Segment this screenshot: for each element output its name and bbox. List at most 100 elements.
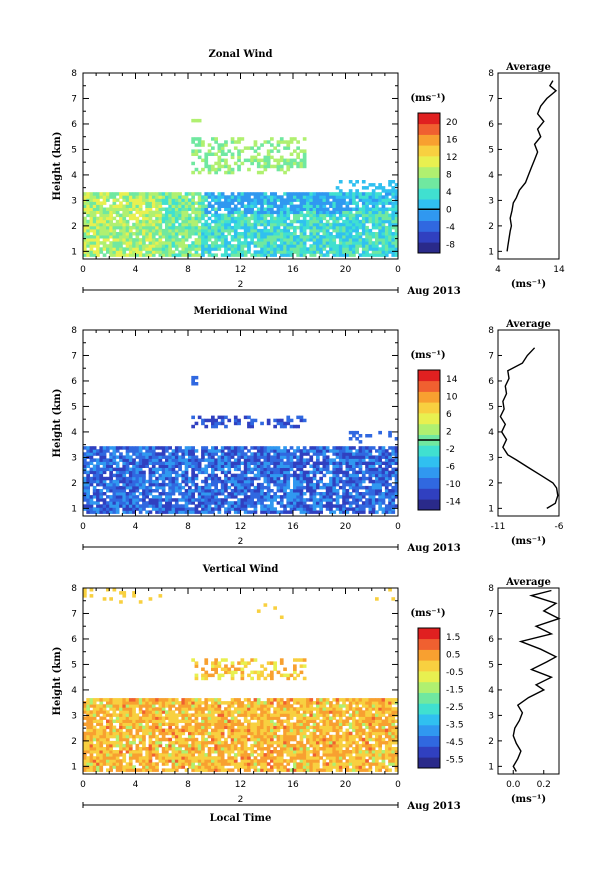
heatmap-cell: [197, 504, 202, 508]
heatmap-cell: [361, 476, 366, 481]
heatmap-cell: [233, 482, 238, 487]
heatmap-cell: [119, 485, 123, 490]
heatmap-cell: [201, 753, 205, 757]
heatmap-cell: [207, 734, 212, 739]
heatmap-cell: [227, 504, 232, 508]
heatmap-cell: [299, 201, 304, 205]
heatmap-cell: [92, 470, 97, 475]
heatmap-cell: [86, 704, 90, 708]
heatmap-cell: [391, 235, 396, 239]
heatmap-cell: [391, 192, 396, 196]
heatmap-cell: [86, 449, 90, 453]
heatmap-cell: [230, 250, 235, 254]
heatmap-cell: [148, 756, 153, 760]
heatmap-cell: [181, 455, 186, 459]
heatmap-cell: [348, 452, 353, 456]
heatmap-cell: [388, 455, 392, 459]
heatmap-cell: [158, 504, 163, 508]
heatmap-cell: [263, 253, 268, 257]
heatmap-cell: [135, 207, 140, 211]
heatmap-cell: [148, 485, 153, 490]
heatmap-cell: [375, 241, 379, 245]
heatmap-cell: [89, 704, 94, 708]
heatmap-cell: [106, 216, 110, 221]
heatmap-cell: [358, 498, 363, 502]
heatmap-cell: [230, 140, 235, 144]
heatmap-cell: [273, 446, 277, 450]
heatmap-cell: [302, 492, 307, 496]
heatmap-cell: [92, 253, 97, 257]
heatmap-cell: [256, 464, 261, 468]
heatmap-cell: [188, 498, 192, 502]
heatmap-cell: [178, 461, 182, 465]
heatmap-cell: [233, 461, 238, 465]
heatmap-cell: [260, 504, 264, 508]
heatmap-cell: [230, 492, 235, 496]
heatmap-cell: [289, 507, 294, 511]
heatmap-cell: [132, 768, 136, 772]
heatmap-cell: [96, 707, 100, 711]
heatmap-cell: [312, 461, 317, 465]
heatmap-cell: [161, 722, 166, 726]
heatmap-cell: [191, 222, 195, 227]
heatmap-cell: [122, 464, 127, 468]
heatmap-cell: [361, 192, 366, 196]
heatmap-cell: [273, 452, 277, 456]
heatmap-cell: [109, 207, 113, 211]
heatmap-cell: [174, 476, 179, 481]
heatmap-cell: [256, 228, 261, 233]
heatmap-cell: [83, 756, 87, 760]
heatmap-cell: [122, 719, 127, 723]
heatmap-cell: [201, 759, 205, 763]
heatmap-cell: [125, 716, 130, 720]
heatmap-cell: [335, 467, 340, 472]
heatmap-cell: [148, 198, 153, 202]
heatmap-cell: [142, 716, 146, 720]
heatmap-cell: [233, 232, 238, 236]
heatmap-cell: [148, 728, 153, 733]
heatmap-cell: [138, 698, 143, 702]
heatmap-cell: [211, 719, 215, 723]
heatmap-cell: [240, 241, 245, 245]
heatmap-cell: [86, 492, 90, 496]
heatmap-cell: [138, 740, 143, 745]
heatmap-cell: [112, 482, 117, 487]
heatmap-cell: [138, 470, 143, 475]
heatmap-cell: [194, 467, 199, 472]
heatmap-cell: [233, 216, 238, 221]
heatmap-cell: [279, 232, 284, 236]
heatmap-cell: [283, 219, 287, 224]
heatmap-cell: [171, 216, 176, 221]
heatmap-cell: [338, 479, 343, 484]
profile-y-tick-label: 6: [488, 377, 494, 387]
heatmap-cell: [230, 479, 235, 484]
heatmap-cell: [217, 155, 222, 160]
heatmap-cell: [99, 495, 104, 499]
heatmap-cell: [279, 155, 284, 160]
heatmap-cell: [345, 207, 350, 211]
heatmap-cell: [391, 485, 396, 490]
heatmap-cell: [165, 704, 169, 708]
heatmap-cell: [243, 210, 248, 215]
heatmap-cell: [371, 225, 376, 230]
heatmap-cell: [335, 253, 340, 257]
heatmap-cell: [135, 216, 140, 221]
heatmap-cell: [243, 498, 248, 502]
heatmap-cell: [158, 219, 163, 224]
heatmap-cell: [224, 247, 228, 251]
colorbar-swatch: [418, 466, 440, 478]
heatmap-cell: [191, 452, 195, 456]
heatmap-cell: [174, 228, 179, 233]
heatmap-cell: [299, 247, 304, 251]
heatmap-cell: [296, 253, 300, 257]
heatmap-cell: [352, 201, 356, 205]
heatmap-cell: [296, 504, 300, 508]
heatmap-cell: [240, 473, 245, 478]
heatmap-cell: [302, 204, 307, 208]
heatmap-cell: [293, 479, 297, 484]
heatmap-cell: [358, 485, 363, 490]
heatmap-cell: [211, 716, 215, 720]
heatmap-cell: [204, 161, 209, 166]
heatmap-cell: [332, 250, 337, 254]
heatmap-cell: [89, 740, 94, 745]
